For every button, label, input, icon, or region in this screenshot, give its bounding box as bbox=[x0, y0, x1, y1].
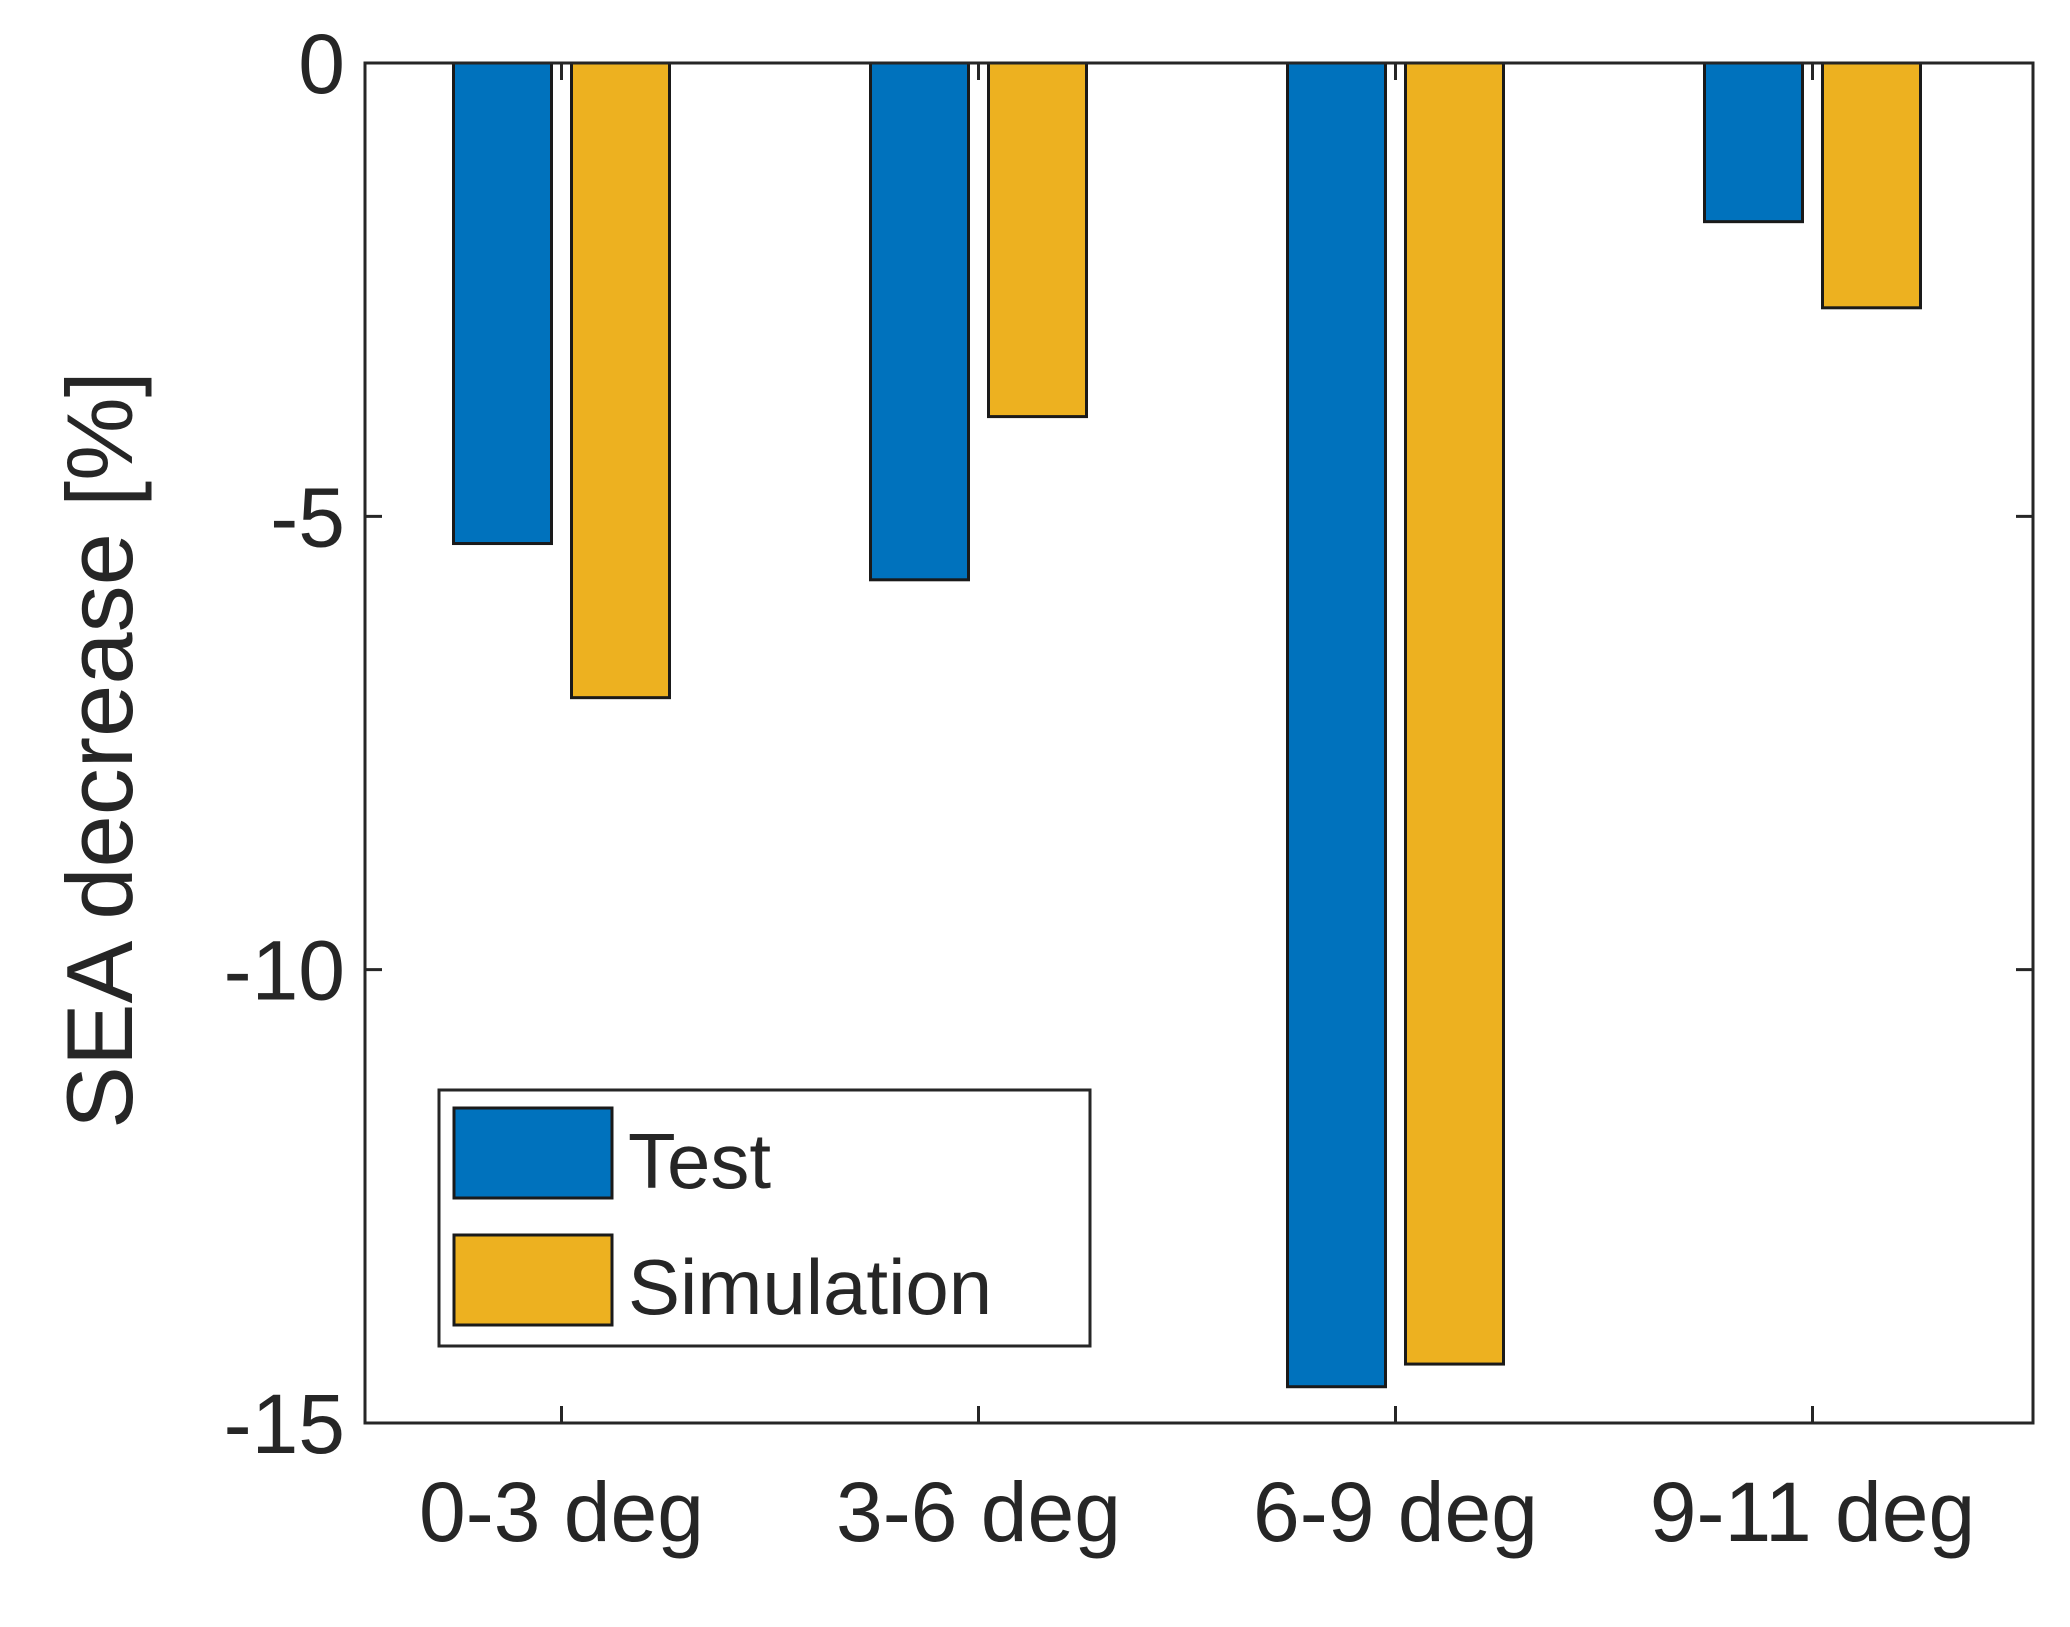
axis-ticks bbox=[365, 61, 2033, 1425]
bars bbox=[452, 61, 1922, 1389]
y-axis-tick-labels: 0 -5 -10 -15 bbox=[224, 17, 345, 1471]
bar-test-2 bbox=[869, 61, 970, 582]
legend: Test Simulation bbox=[437, 1088, 1092, 1348]
y-tick-label: 0 bbox=[298, 17, 345, 111]
plot-area-frame bbox=[363, 61, 2035, 1425]
legend-label-simulation: Simulation bbox=[628, 1243, 992, 1331]
x-tick-label: 9-11 deg bbox=[1650, 1465, 1975, 1559]
bar-test-4 bbox=[1703, 61, 1804, 224]
legend-swatch-simulation bbox=[452, 1233, 614, 1327]
y-tick-label: -15 bbox=[224, 1377, 345, 1471]
x-tick-label: 6-9 deg bbox=[1253, 1465, 1538, 1559]
bar-test-3 bbox=[1286, 61, 1387, 1389]
bar-simulation-3 bbox=[1404, 61, 1505, 1366]
bar-simulation-4 bbox=[1821, 61, 1922, 310]
legend-label-test: Test bbox=[628, 1117, 771, 1205]
y-axis-label: SEA decrease [%] bbox=[47, 371, 152, 1129]
x-axis-tick-labels: 0-3 deg 3-6 deg 6-9 deg 9-11 deg bbox=[419, 1465, 1975, 1559]
x-tick-label: 3-6 deg bbox=[836, 1465, 1121, 1559]
legend-swatch-test bbox=[452, 1106, 614, 1200]
x-tick-label: 0-3 deg bbox=[419, 1465, 704, 1559]
bar-test-1 bbox=[452, 61, 553, 546]
y-tick-label: -5 bbox=[270, 470, 345, 564]
bar-simulation-1 bbox=[570, 61, 671, 700]
y-tick-label: -10 bbox=[224, 924, 345, 1018]
bar-simulation-2 bbox=[987, 61, 1088, 419]
